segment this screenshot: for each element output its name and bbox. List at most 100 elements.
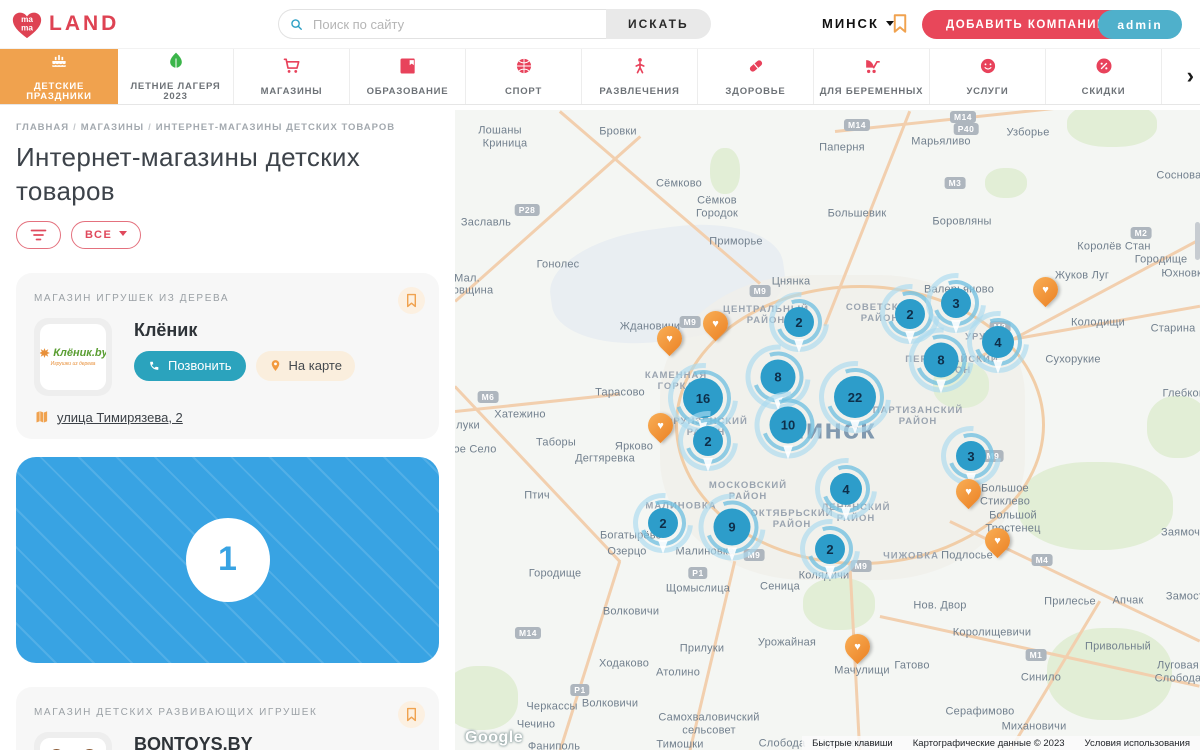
nav-item-5[interactable]: СПОРТ [466, 49, 582, 104]
chevron-down-icon [119, 231, 128, 240]
road-badge: Р40 [953, 123, 979, 135]
cluster-count: 2 [826, 541, 834, 557]
map-label: Мачулищи [834, 664, 890, 677]
road-badge: М14 [514, 627, 542, 639]
nav-item-9[interactable]: УСЛУГИ [930, 49, 1046, 104]
map-cluster-marker[interactable]: 3 [956, 441, 986, 487]
maple-leaf-icon [40, 347, 51, 358]
map-green-area [803, 578, 875, 630]
search-button[interactable]: ИСКАТЬ [606, 9, 711, 39]
map-label: луки [456, 419, 480, 432]
map-attribution-link-3[interactable]: Условия использования [1084, 737, 1190, 749]
cluster-tail [951, 320, 961, 334]
map-label: Гонолес [536, 258, 580, 271]
filter-button[interactable] [16, 220, 61, 249]
map-pin-marker[interactable] [651, 320, 688, 357]
map-label: ПАРТИЗАНСКИЙ РАЙОН [872, 405, 964, 427]
map-cluster-marker[interactable]: 9 [713, 508, 751, 562]
map-attribution-link-1[interactable]: Быстрые клавиши [812, 737, 893, 749]
map-pin-marker[interactable] [697, 305, 734, 342]
map-cluster-marker[interactable]: 2 [895, 299, 925, 345]
map-label: Волковичи [602, 605, 660, 618]
map-label: Сёмков Городок [695, 194, 739, 219]
cluster-count: 9 [728, 519, 736, 535]
map-cluster-marker[interactable]: 3 [941, 288, 971, 334]
map-cluster-marker[interactable]: 4 [830, 473, 862, 521]
map-label: Урожайная [757, 636, 817, 649]
nav-item-10[interactable]: СКИДКИ [1046, 49, 1162, 104]
map-cluster-marker[interactable]: 2 [693, 426, 723, 472]
favorites-bookmark-icon[interactable] [891, 12, 909, 40]
map-label: Нов. Двор [913, 599, 967, 612]
breadcrumb-separator: / [73, 122, 77, 133]
map-label: Большое Стиклево [979, 482, 1031, 507]
map-cluster-marker[interactable]: 10 [769, 406, 807, 460]
store-name-link[interactable]: BONTOYS.BY [134, 733, 253, 750]
breadcrumb-link-1[interactable]: ГЛАВНАЯ [16, 122, 70, 133]
map-cluster-marker[interactable]: 2 [815, 534, 845, 580]
nav-item-7[interactable]: ЗДОРОВЬЕ [698, 49, 814, 104]
filter-all-label: ВСЕ [85, 228, 113, 241]
nav-item-2[interactable]: ЛЕТНИЕ ЛАГЕРЯ 2023 [118, 49, 234, 104]
map-cluster-marker[interactable]: 4 [982, 326, 1014, 374]
page-title: Интернет-магазины детских товаров [16, 142, 361, 206]
map-cluster-marker[interactable]: 2 [648, 508, 678, 554]
promo-banner[interactable]: 1 [16, 456, 439, 663]
breadcrumb-link-2[interactable]: МАГАЗИНЫ [80, 122, 145, 133]
map-cluster-marker[interactable]: 8 [760, 359, 796, 411]
face-icon [978, 56, 998, 81]
store-name-link[interactable]: Клёник [134, 319, 198, 340]
google-logo: Google [465, 729, 524, 746]
nav-item-6[interactable]: РАЗВЛЕЧЕНИЯ [582, 49, 698, 104]
heart-logo-icon: ma ma [12, 12, 42, 39]
nav-item-1[interactable]: ДЕТСКИЕ ПРАЗДНИКИ [0, 49, 118, 104]
nav-scroll-right-icon[interactable]: › [1186, 63, 1194, 88]
nav-item-4[interactable]: ОБРАЗОВАНИЕ [350, 49, 466, 104]
map-label: Криница [482, 137, 528, 150]
map-label: Щомыслица [665, 582, 731, 595]
cluster-tail [936, 379, 946, 394]
map-green-area [455, 666, 518, 730]
map-label: Тимошки [656, 738, 704, 750]
cluster-tail [794, 339, 804, 353]
map-green-area [710, 148, 740, 194]
map-label: Прилуки [679, 642, 725, 655]
listings-panel: ГЛАВНАЯ / МАГАЗИНЫ / ИНТЕРНЕТ-МАГАЗИНЫ ДЕТСК… [0, 106, 455, 750]
map-attribution: Быстрые клавиши Картографические данные ©… [802, 736, 1200, 750]
map-label: овщина [455, 284, 494, 297]
map-label: Птич [524, 489, 550, 502]
bookmark-button[interactable] [398, 286, 425, 314]
map-pin-marker[interactable] [839, 628, 876, 665]
nav-item-8[interactable]: ДЛЯ БЕРЕМЕННЫХ [814, 49, 930, 104]
call-button-label: Позвонить [168, 358, 232, 374]
cluster-tail [993, 360, 1003, 374]
page-scrollbar-thumb[interactable] [1195, 222, 1200, 260]
cluster-count: 3 [967, 448, 975, 464]
map-cluster-marker[interactable]: 8 [923, 342, 959, 394]
map-attribution-link-2[interactable]: Картографические данные © 2023 [912, 737, 1065, 749]
map-pin-marker[interactable] [1027, 271, 1064, 308]
city-selector[interactable]: МИНСК [822, 16, 894, 31]
nav-item-3[interactable]: МАГАЗИНЫ [234, 49, 350, 104]
road-badge: М14 [949, 111, 977, 123]
map-pin-marker[interactable] [979, 522, 1016, 559]
filter-icon [30, 229, 47, 240]
admin-button[interactable]: admin [1098, 10, 1182, 39]
site-logo[interactable]: ma ma LAND [10, 8, 119, 40]
on-map-button[interactable]: На карте [255, 350, 355, 381]
map-pin-marker[interactable] [642, 407, 679, 444]
search-box [278, 9, 606, 39]
search-input[interactable] [311, 15, 596, 33]
call-button[interactable]: Позвонить [134, 350, 246, 381]
discount-icon [1094, 56, 1114, 81]
map-cluster-marker[interactable]: 22 [834, 376, 876, 434]
map-cluster-marker[interactable]: 2 [784, 307, 814, 353]
bookmark-button[interactable] [398, 700, 425, 728]
map-pin-marker[interactable] [950, 473, 987, 510]
map-label: ЦЕНТРАЛЬНЫЙ РАЙОН [723, 304, 809, 326]
address-link[interactable]: улица Тимирязева, 2 [57, 409, 183, 425]
filter-all-dropdown[interactable]: ВСЕ [71, 220, 142, 249]
road-badge: М9 [679, 316, 701, 328]
map-green-area [1018, 462, 1173, 550]
